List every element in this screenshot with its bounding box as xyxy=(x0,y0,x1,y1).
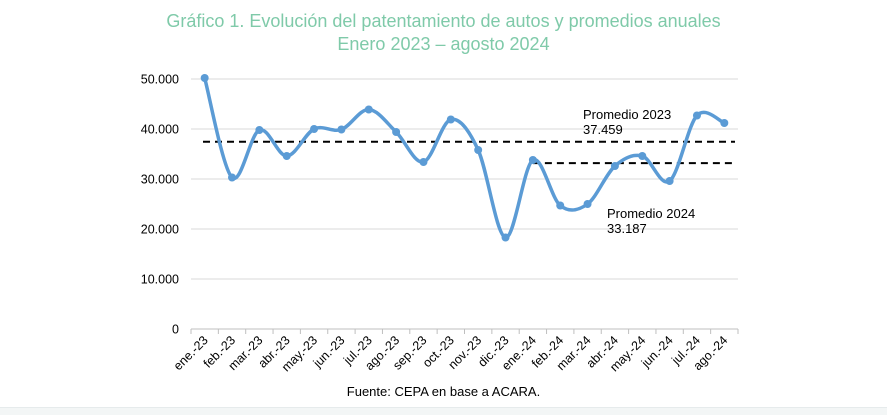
chart-title: Gráfico 1. Evolución del patentamiento d… xyxy=(166,11,721,31)
data-point xyxy=(583,200,592,208)
y-tick-label: 10.000 xyxy=(141,273,179,287)
data-point xyxy=(720,119,729,127)
average-2024-value: 33.187 xyxy=(607,221,647,236)
data-point xyxy=(665,177,674,185)
y-tick-label: 0 xyxy=(172,323,179,337)
data-point xyxy=(282,152,291,160)
bottom-strip xyxy=(0,408,887,415)
line-chart: 010.00020.00030.00040.00050.000ene.-23fe… xyxy=(141,73,739,374)
y-tick-label: 40.000 xyxy=(141,123,179,137)
data-point xyxy=(364,105,373,114)
data-point xyxy=(638,152,647,160)
chart-subtitle: Enero 2023 – agosto 2024 xyxy=(337,34,550,54)
data-point xyxy=(337,125,346,134)
average-2024-label: Promedio 2024 xyxy=(607,206,695,221)
y-tick-label: 50.000 xyxy=(141,73,179,87)
data-point xyxy=(446,115,455,124)
y-tick-label: 20.000 xyxy=(141,223,179,237)
data-point xyxy=(610,162,619,170)
bottom-divider xyxy=(0,407,887,408)
data-point xyxy=(528,156,537,164)
data-point xyxy=(310,125,319,133)
data-point xyxy=(556,201,565,210)
average-2023-label: Promedio 2023 xyxy=(583,107,671,122)
data-point xyxy=(692,111,701,120)
average-2023-value: 37.459 xyxy=(583,122,623,137)
data-point xyxy=(392,128,401,136)
data-point xyxy=(255,126,264,134)
data-point xyxy=(474,146,483,154)
data-point xyxy=(200,74,209,82)
x-tick-label: ene.-23 xyxy=(171,333,211,373)
data-point xyxy=(228,173,237,182)
data-point xyxy=(419,158,428,166)
data-point xyxy=(501,233,510,242)
y-tick-label: 30.000 xyxy=(141,173,179,187)
source-note: Fuente: CEPA en base a ACARA. xyxy=(346,384,541,399)
chart-title-block: Gráfico 1. Evolución del patentamiento d… xyxy=(0,10,887,56)
